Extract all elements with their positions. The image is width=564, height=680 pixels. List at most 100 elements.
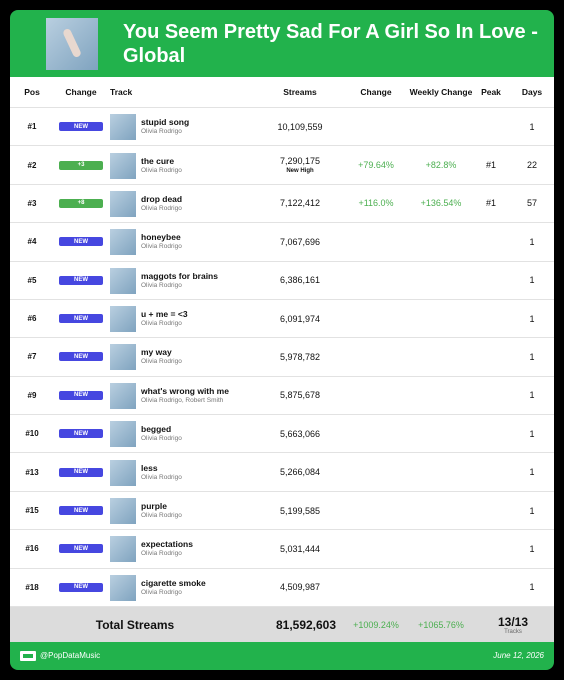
- streams-cell: 5,978,782: [250, 338, 350, 375]
- total-streams: 81,592,603: [275, 617, 337, 632]
- column-header: Days: [521, 87, 543, 97]
- footer: @PopDataMusic June 12, 2026: [10, 642, 554, 670]
- track-row: #4 NEW honeybee Olivia Rodrigo 7,067,696 1: [10, 223, 554, 262]
- weekly-change: +136.54%: [420, 198, 462, 209]
- peak: #1: [485, 160, 496, 171]
- card: You Seem Pretty Sad For A Girl So In Lov…: [10, 10, 554, 670]
- column-header: Weekly Change: [409, 87, 473, 97]
- track-title: honeybee: [141, 232, 181, 243]
- position: #10: [25, 429, 39, 439]
- track-row: #16 NEW expectations Olivia Rodrigo 5,031,44…: [10, 530, 554, 569]
- streams-note: New High: [286, 168, 314, 175]
- cover: [110, 267, 136, 294]
- days: 1: [529, 351, 535, 362]
- column-header: Change: [65, 87, 97, 97]
- streams: 10,109,559: [277, 121, 323, 132]
- position: #7: [27, 352, 37, 362]
- track-row: #10 NEW begged Olivia Rodrigo 5,663,066 1: [10, 415, 554, 454]
- change-cell: NEW: [59, 338, 103, 375]
- change-pct: +79.64%: [358, 160, 394, 171]
- track-title: expectations: [141, 539, 193, 550]
- change-badge: NEW: [59, 122, 103, 132]
- tracks: 13/13: [497, 614, 529, 629]
- days: 1: [529, 390, 535, 401]
- track-title: what's wrong with me: [141, 385, 229, 396]
- streams: 7,290,175: [279, 156, 321, 167]
- days: 1: [529, 505, 535, 516]
- artist: Olivia Rodrigo: [141, 550, 182, 558]
- column-header: Track: [110, 87, 133, 97]
- artist: Olivia Rodrigo, Robert Smith: [141, 396, 224, 404]
- position: #3: [27, 198, 37, 208]
- track-row: #2 +3 the cure Olivia Rodrigo 7,290,175 New H…: [10, 146, 554, 185]
- streams-cell: 5,031,444: [250, 530, 350, 567]
- change-cell: +3: [59, 146, 103, 183]
- cover: [110, 574, 136, 601]
- position: #4: [27, 237, 37, 247]
- track-row: #15 NEW purple Olivia Rodrigo 5,199,585 1: [10, 492, 554, 531]
- column-header: Peak: [481, 87, 501, 97]
- track-title: begged: [141, 424, 172, 435]
- cover: [110, 536, 136, 563]
- days: 57: [526, 198, 537, 209]
- change-badge: NEW: [59, 314, 103, 324]
- change-badge: NEW: [59, 237, 103, 247]
- peak: #1: [485, 198, 496, 209]
- cover: [110, 306, 136, 333]
- streams-cell: 5,199,585: [250, 492, 350, 529]
- streams-cell: 7,290,175 New High: [250, 146, 350, 183]
- title: You Seem Pretty Sad For A Girl So In Lov…: [123, 21, 538, 67]
- days: 1: [529, 543, 535, 554]
- change-cell: NEW: [59, 453, 103, 490]
- position: #9: [27, 390, 37, 400]
- change-cell: NEW: [59, 262, 103, 299]
- change-badge: NEW: [59, 352, 103, 362]
- change-cell: NEW: [59, 492, 103, 529]
- days: 22: [526, 160, 537, 171]
- streams: 5,031,444: [279, 543, 321, 554]
- table: Pos Change Track Streams Change Weekly Change…: [10, 77, 554, 607]
- cover: [110, 382, 136, 409]
- cover: [110, 229, 136, 256]
- streams: 5,978,782: [279, 351, 321, 362]
- streams-cell: 5,266,084: [250, 453, 350, 490]
- change-cell: NEW: [59, 108, 103, 145]
- track-title: maggots for brains: [141, 270, 218, 281]
- streams: 4,509,987: [279, 582, 321, 593]
- change-cell: NEW: [59, 300, 103, 337]
- change-badge: +3: [59, 160, 103, 170]
- streams: 5,663,066: [279, 428, 321, 439]
- days: 1: [529, 121, 535, 132]
- track-row: #18 NEW cigarette smoke Olivia Rodrigo 4,509…: [10, 569, 554, 607]
- artist: Olivia Rodrigo: [141, 473, 182, 481]
- track-title: the cure: [141, 155, 175, 166]
- change-badge: NEW: [59, 582, 103, 592]
- streams: 7,122,412: [279, 198, 321, 209]
- streams: 5,266,084: [279, 467, 321, 478]
- position: #6: [27, 314, 37, 324]
- date: June 12, 2026: [493, 651, 544, 660]
- position: #5: [27, 275, 37, 285]
- change-badge: NEW: [59, 506, 103, 516]
- column-header: Change: [360, 87, 392, 97]
- streams-cell: 6,091,974: [250, 300, 350, 337]
- streams-cell: 7,122,412: [250, 185, 350, 222]
- tracks-cell: 13/13 Tracks: [488, 607, 538, 642]
- column-header: Pos: [24, 87, 40, 97]
- tracks-label: Tracks: [504, 628, 522, 635]
- header-row: Pos Change Track Streams Change Weekly Change…: [10, 77, 554, 108]
- streams: 5,199,585: [279, 505, 321, 516]
- track-title: u + me = <3: [141, 309, 188, 320]
- days: 1: [529, 236, 535, 247]
- total-change: +1009.24%: [353, 619, 399, 630]
- streams-cell: 4,509,987: [250, 569, 350, 606]
- track-row: #5 NEW maggots for brains Olivia Rodrigo 6,3…: [10, 262, 554, 300]
- track-title: less: [141, 462, 158, 473]
- change-pct: +116.0%: [358, 198, 394, 209]
- artist: Olivia Rodrigo: [141, 358, 182, 366]
- track-row: #6 NEW u + me = <3 Olivia Rodrigo 6,091,974 1: [10, 300, 554, 339]
- position: #2: [27, 160, 37, 170]
- artist: Olivia Rodrigo: [141, 166, 182, 174]
- days: 1: [529, 582, 535, 593]
- days: 1: [529, 467, 535, 478]
